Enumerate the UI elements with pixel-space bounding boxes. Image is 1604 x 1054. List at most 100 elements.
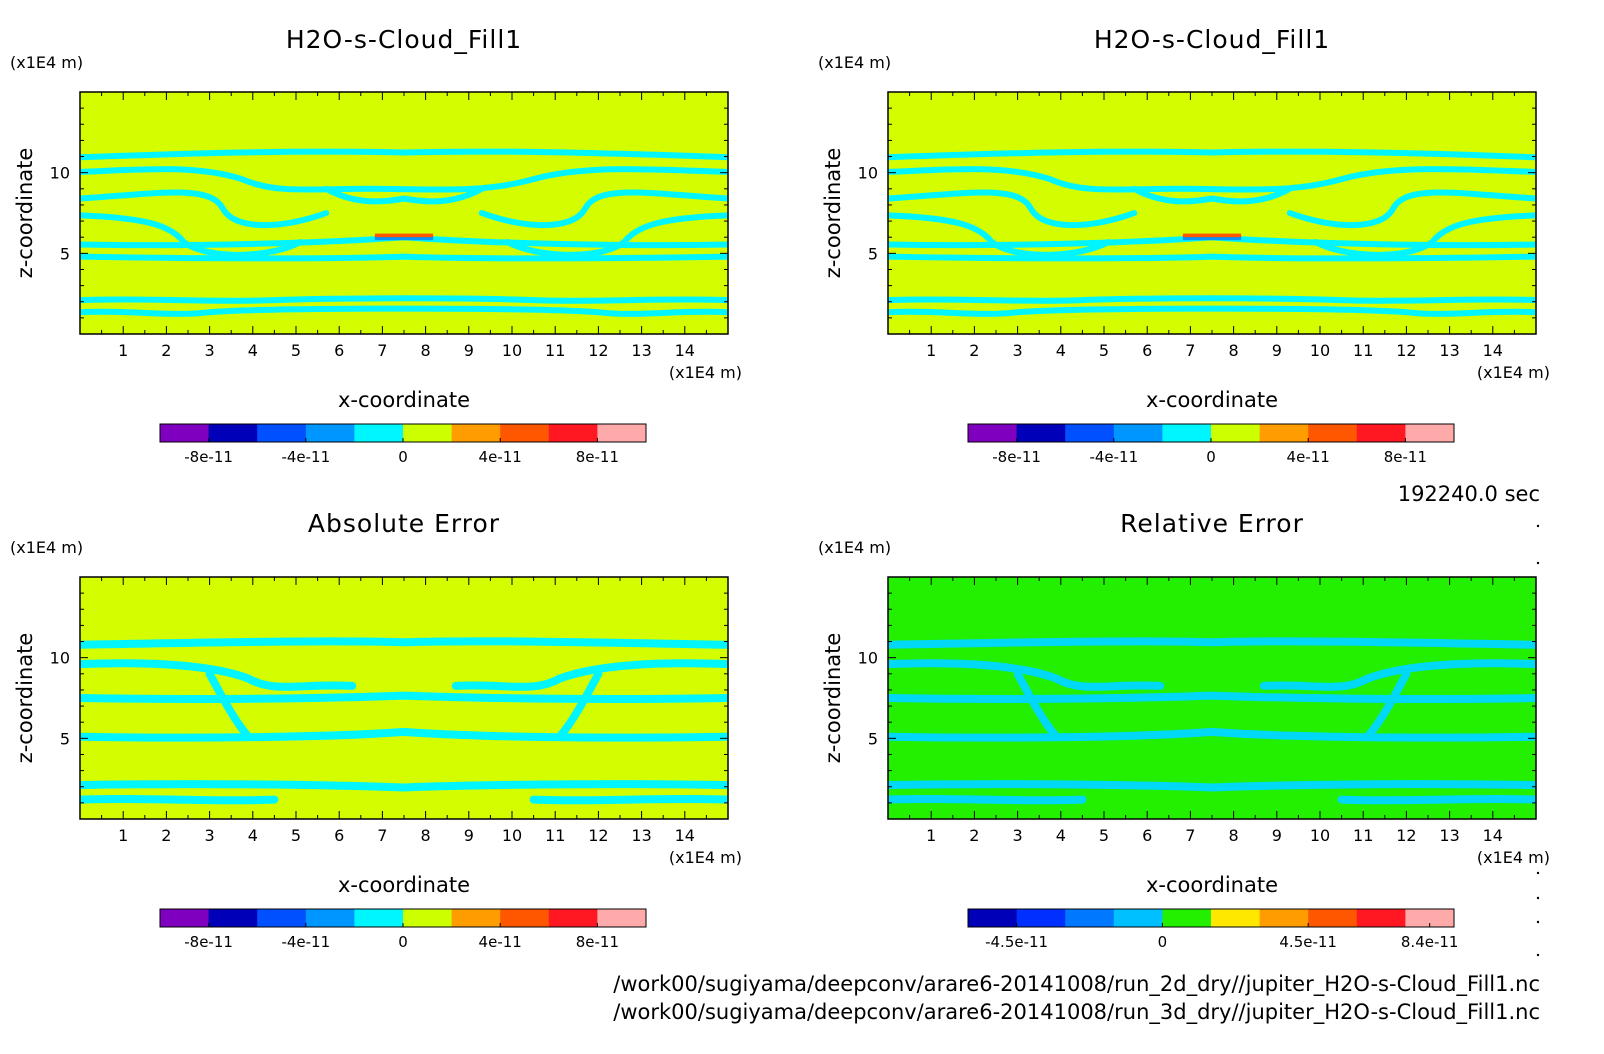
x-tick-label: 12 [1396,826,1416,845]
x-axis-label: x-coordinate [1146,388,1278,412]
contour-band [205,669,603,741]
contour-bands [80,148,728,317]
colorbar-label: -8e-11 [992,448,1041,466]
contour-band [888,166,1536,193]
file-path-1: /work00/sugiyama/deepconv/arare6-2014100… [613,972,1540,996]
x-tick-label: 14 [675,341,695,360]
colorbar-label: 4e-11 [1287,448,1330,466]
x-unit-label: (x1E4 m) [669,848,742,867]
panel-2: H2O-s-Cloud_Fill1(x1E4 m)1 2 3 4 5 6 7 8 9 10 11 12… [818,25,1550,466]
x-tick-label: 14 [675,826,695,845]
x-tick-label: 4 [248,826,258,845]
x-axis-label: x-coordinate [338,388,470,412]
contour-band [888,727,1536,742]
contour-band [80,295,728,304]
x-tick-label: 12 [1396,341,1416,360]
time-label: 192240.0 sec [1397,482,1540,506]
x-tick-label: 9 [464,341,474,360]
colorbar-label: 0 [398,448,408,466]
colorbar-label: 4.5e-11 [1279,933,1337,951]
contour-feature [1182,237,1242,241]
x-tick-label: 4 [248,341,258,360]
panel-1: H2O-s-Cloud_Fill1(x1E4 m)1 2 3 4 5 6 7 8 9 10 11 12… [10,25,742,466]
colorbar-segment [597,909,647,927]
colorbar-segment [1113,909,1163,927]
x-tick-label: 5 [1099,341,1109,360]
x-tick-label: 11 [1353,341,1373,360]
x-tick-label: 3 [205,826,215,845]
file-path-2: /work00/sugiyama/deepconv/arare6-2014100… [613,1000,1540,1024]
plot-area [888,92,1536,334]
colorbar-segment [1211,424,1261,442]
y-tick-label: 5 [60,244,70,263]
colorbar-segment [354,424,404,442]
contour-bands [80,637,728,805]
x-tick-label: 3 [1013,826,1023,845]
x-tick-label: 14 [1483,826,1503,845]
colorbar-segment [1162,909,1212,927]
colorbar-label: -8e-11 [184,448,233,466]
x-unit-label: (x1E4 m) [669,363,742,382]
x-tick-label: 13 [1439,341,1459,360]
x-tick-label: 1 [118,341,128,360]
colorbar-label: 8.4e-11 [1401,933,1459,951]
colorbar-segment [451,909,501,927]
contour-band [80,148,728,161]
panel-3: Absolute Error(x1E4 m)1 2 3 4 5 6 7 8 9 10 11 12 13 1… [10,509,742,951]
x-tick-label: 2 [969,826,979,845]
colorbar-label: 4e-11 [479,448,522,466]
x-axis-label: x-coordinate [338,873,470,897]
colorbar-label: 8e-11 [576,933,619,951]
marker-dot [1536,920,1540,924]
colorbar-segment [597,424,647,442]
contour-band [80,794,728,805]
x-tick-label: 8 [421,826,431,845]
x-unit-label: (x1E4 m) [1477,363,1550,382]
plot-area [80,92,728,334]
x-tick-label: 1 [926,341,936,360]
x-tick-label: 10 [502,341,522,360]
x-tick-label: 9 [1272,341,1282,360]
colorbar-segment [1065,909,1115,927]
colorbar-label: -4e-11 [281,933,330,951]
colorbar-segment [1016,909,1066,927]
colorbar-segment [403,424,453,442]
contour-band [888,148,1536,161]
colorbar-segment [1113,424,1163,442]
contour-band [80,189,728,228]
colorbar-segment [1405,424,1455,442]
x-axis-label: x-coordinate [1146,873,1278,897]
x-tick-label: 6 [1142,341,1152,360]
x-tick-label: 8 [1229,826,1239,845]
x-tick-label: 5 [291,341,301,360]
x-tick-label: 8 [1229,341,1239,360]
colorbar-segment [1308,424,1358,442]
colorbar-segment [1356,424,1406,442]
marker-dot [1536,524,1540,528]
x-tick-label: 3 [1013,341,1023,360]
x-tick-label: 2 [161,826,171,845]
contour-band [80,727,728,742]
x-tick-label: 9 [1272,826,1282,845]
x-tick-label: 7 [377,826,387,845]
colorbar-segment [548,424,598,442]
panel-title: H2O-s-Cloud_Fill1 [286,25,522,54]
x-tick-label: 6 [334,826,344,845]
colorbar-segment [1259,424,1309,442]
x-tick-label: 1 [118,826,128,845]
contour-band [888,659,1536,691]
x-tick-label: 12 [588,341,608,360]
y-tick-label: 10 [50,649,70,668]
colorbar-segment [257,909,307,927]
colorbar-segment [305,424,355,442]
x-tick-label: 8 [421,341,431,360]
y-unit-label: (x1E4 m) [10,538,83,557]
x-tick-label: 13 [631,826,651,845]
x-tick-label: 10 [502,826,522,845]
colorbar-label: 0 [398,933,408,951]
colorbar-segment [1259,909,1309,927]
x-tick-label: 2 [969,341,979,360]
colorbar-segment [1356,909,1406,927]
y-tick-label: 5 [868,729,878,748]
